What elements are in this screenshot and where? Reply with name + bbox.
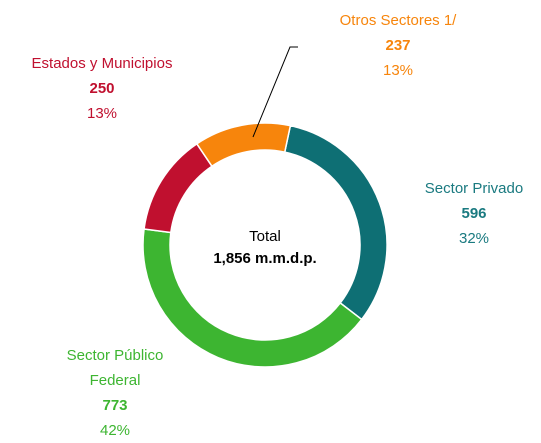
percent-label: 13% [86, 105, 118, 122]
percent-label: 32% [458, 230, 490, 247]
value-label: 596 [461, 205, 487, 222]
slice-label: Sector Privado 596 32% [425, 176, 523, 251]
slice-label: Estados y Municipios 250 13% [32, 51, 173, 126]
value-label: 773 [102, 397, 128, 414]
slice [283, 124, 388, 321]
center-title: Total [249, 228, 281, 245]
slice [143, 142, 213, 234]
center-total: 1,856 m.m.d.p. [213, 250, 317, 267]
leader-line [252, 46, 298, 138]
category-label: Otros Sectores 1/ [339, 12, 457, 29]
slice-label: Otros Sectores 1/237 13% [340, 8, 457, 83]
center-label: Total 1,856 m.m.d.p. [213, 226, 316, 270]
category-label: Sector Público Federal [66, 347, 164, 389]
percent-label: 13% [382, 62, 414, 79]
slice-label: Sector Público Federal 773 42% [50, 343, 180, 443]
percent-label: 42% [99, 422, 131, 439]
value-label: 250 [89, 80, 115, 97]
category-label: Sector Privado [424, 180, 524, 197]
value-label: 237 [385, 37, 411, 54]
category-label: Estados y Municipios [31, 55, 173, 72]
slice [195, 122, 292, 168]
